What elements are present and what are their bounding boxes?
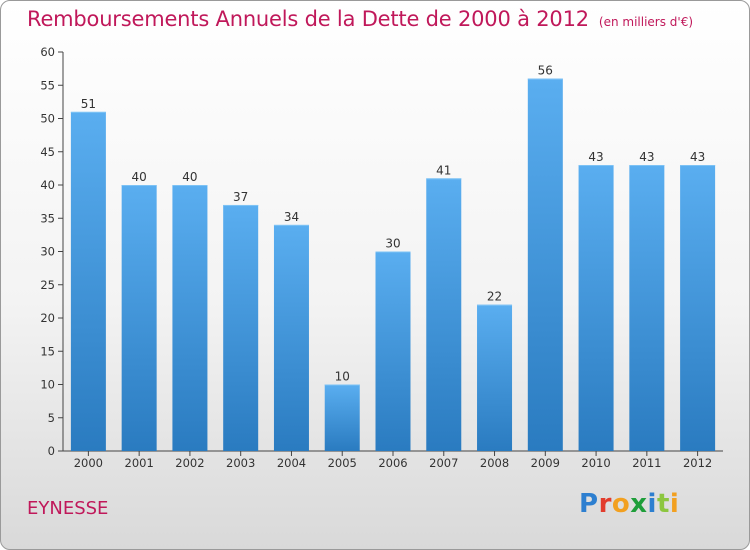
logo-letter: o — [611, 489, 631, 519]
chart-title: Remboursements Annuels de la Dette de 20… — [27, 7, 589, 31]
bar — [578, 165, 614, 452]
x-tick-label: 2012 — [683, 456, 712, 470]
logo-letter: i — [669, 489, 680, 519]
y-tick-label: 10 — [40, 378, 55, 392]
city-name: EYNESSE — [27, 498, 109, 519]
bar — [70, 111, 106, 451]
x-tick-label: 2003 — [226, 456, 255, 470]
bar-value-label: 10 — [335, 370, 350, 384]
x-tick-label: 2011 — [632, 456, 661, 470]
bar-value-label: 22 — [487, 290, 502, 304]
x-tick-label: 2002 — [175, 456, 204, 470]
bar-value-label: 34 — [284, 210, 299, 224]
x-tick-label: 2000 — [74, 456, 103, 470]
chart-title-block: Remboursements Annuels de la Dette de 20… — [27, 7, 693, 31]
x-tick-label: 2004 — [277, 456, 306, 470]
x-tick-label: 2005 — [328, 456, 357, 470]
bar-value-label: 43 — [639, 150, 654, 164]
bar — [273, 224, 309, 451]
bar-value-label: 51 — [81, 97, 96, 111]
x-tick-label: 2010 — [581, 456, 610, 470]
y-tick-label: 60 — [40, 45, 55, 59]
bar-value-label: 41 — [436, 163, 451, 177]
chart-unit: (en milliers d'€) — [598, 15, 694, 29]
x-tick-label: 2008 — [480, 456, 509, 470]
bar-value-label: 40 — [132, 170, 147, 184]
bar — [477, 304, 513, 451]
y-tick-label: 40 — [40, 178, 55, 192]
bar — [172, 185, 208, 451]
y-tick-label: 50 — [40, 112, 55, 126]
bar-value-label: 40 — [182, 170, 197, 184]
logo-letter: x — [630, 489, 648, 519]
bar — [527, 78, 563, 451]
x-tick-label: 2001 — [125, 456, 154, 470]
logo-letter: P — [579, 489, 599, 519]
bar — [375, 251, 411, 451]
bar — [324, 384, 360, 451]
x-tick-label: 2009 — [531, 456, 560, 470]
x-tick-label: 2006 — [378, 456, 407, 470]
bar — [680, 165, 716, 452]
y-tick-label: 35 — [40, 211, 55, 225]
logo-letter: r — [598, 489, 612, 519]
logo-letter: t — [656, 489, 670, 519]
bar-value-label: 56 — [538, 64, 553, 78]
bar-value-label: 37 — [233, 190, 248, 204]
x-tick-label: 2007 — [429, 456, 458, 470]
bar — [121, 185, 157, 451]
logo-letter: i — [647, 489, 657, 519]
bar-value-label: 30 — [385, 237, 400, 251]
y-tick-label: 25 — [40, 278, 55, 292]
bar — [426, 178, 462, 451]
y-tick-label: 5 — [48, 411, 55, 425]
bar — [223, 204, 259, 451]
bar-value-label: 43 — [588, 150, 603, 164]
y-tick-label: 30 — [40, 245, 55, 259]
bar-value-label: 43 — [690, 150, 705, 164]
proxiti-logo[interactable]: Proxiti — [579, 489, 679, 519]
y-tick-label: 20 — [40, 311, 55, 325]
y-tick-label: 0 — [48, 444, 55, 458]
y-tick-label: 15 — [40, 344, 55, 358]
y-tick-label: 55 — [40, 78, 55, 92]
y-tick-label: 45 — [40, 145, 55, 159]
bar — [629, 165, 665, 452]
